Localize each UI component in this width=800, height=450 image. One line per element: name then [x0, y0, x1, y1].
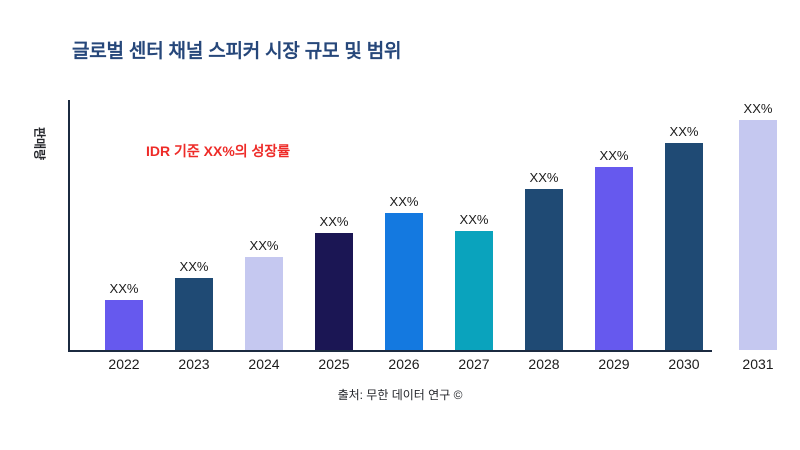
bar-group: XX% — [159, 259, 229, 350]
bar-value-label-2031: XX% — [743, 101, 773, 116]
growth-rate-annotation: IDR 기준 XX%의 성장률 — [146, 143, 291, 159]
x-tick-label-2025: 2025 — [318, 356, 350, 372]
chart-title: 글로벌 센터 채널 스피커 시장 규모 및 범위 — [72, 41, 402, 62]
x-tick-label-2026: 2026 — [388, 356, 420, 372]
y-axis-line — [68, 100, 70, 351]
bar-group: XX% — [509, 170, 579, 350]
bar-value-label-2030: XX% — [669, 124, 699, 139]
bar-group: XX% — [649, 124, 719, 350]
bar-value-label-2028: XX% — [529, 170, 559, 185]
bar-2031[interactable] — [739, 120, 777, 350]
bar-2026[interactable] — [385, 213, 423, 350]
x-tick-label-2031: 2031 — [742, 356, 774, 372]
bar-value-label-2023: XX% — [179, 259, 209, 274]
x-tick-label-2029: 2029 — [598, 356, 630, 372]
x-axis-line — [68, 350, 712, 352]
bar-2030[interactable] — [665, 143, 703, 350]
bar-group: XX% — [579, 148, 649, 350]
bar-group: XX% — [89, 281, 159, 350]
x-tick-label-2023: 2023 — [178, 356, 210, 372]
bar-2023[interactable] — [175, 278, 213, 350]
bar-value-label-2026: XX% — [389, 194, 419, 209]
x-tick-label-2022: 2022 — [108, 356, 140, 372]
bar-2024[interactable] — [245, 257, 283, 350]
bar-2022[interactable] — [105, 300, 143, 350]
x-tick-label-2028: 2028 — [528, 356, 560, 372]
bar-value-label-2024: XX% — [249, 238, 279, 253]
bar-group: XX% — [299, 214, 369, 350]
x-tick-label-2030: 2030 — [668, 356, 700, 372]
bar-group: XX% — [439, 212, 509, 350]
bar-2028[interactable] — [525, 189, 563, 350]
bar-2027[interactable] — [455, 231, 493, 350]
x-tick-label-2024: 2024 — [248, 356, 280, 372]
bar-value-label-2025: XX% — [319, 214, 349, 229]
bar-group: XX% — [229, 238, 299, 350]
bar-2029[interactable] — [595, 167, 633, 350]
bar-2025[interactable] — [315, 233, 353, 350]
bar-group: XX% — [723, 101, 793, 350]
x-tick-label-2027: 2027 — [458, 356, 490, 372]
bar-group: XX% — [369, 194, 439, 350]
bar-value-label-2027: XX% — [459, 212, 489, 227]
source-note: 출처: 무한 데이터 연구 © — [337, 388, 463, 402]
bar-value-label-2029: XX% — [599, 148, 629, 163]
bar-value-label-2022: XX% — [109, 281, 139, 296]
